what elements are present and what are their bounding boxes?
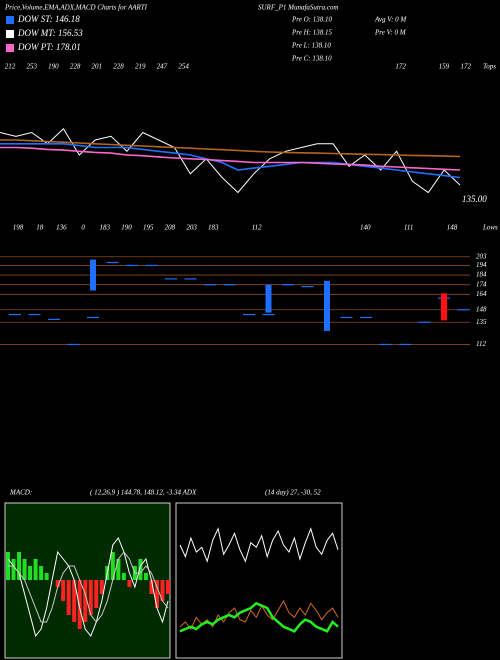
level-label: 174 — [476, 280, 487, 288]
level-label: 203 — [476, 252, 487, 260]
adx-params: (14 day) 27, -30, 52 — [265, 489, 321, 497]
top-label: 172 — [460, 63, 471, 71]
level-label: 148 — [476, 305, 487, 313]
level-label: 194 — [476, 261, 487, 269]
info-label: Pre L: 138.10 — [291, 42, 331, 50]
candle — [90, 259, 96, 291]
top-label: 228 — [113, 63, 124, 71]
info-label: Pre C: 138.10 — [291, 55, 332, 63]
macd-bar — [77, 580, 82, 629]
lows-label: Lows — [482, 224, 498, 232]
top-label: 212 — [5, 63, 16, 71]
price-line — [0, 139, 461, 158]
info-label: Pre O: 138.10 — [291, 16, 332, 24]
macd-bar — [33, 559, 38, 580]
signal-line — [8, 551, 169, 623]
site: SURF_P1 MunafaSutra.com — [258, 4, 339, 12]
macd-bar — [28, 566, 33, 580]
macd-bar — [149, 580, 154, 594]
macd-bar — [83, 580, 88, 622]
macd-label: MACD: — [9, 489, 32, 497]
top-label: 159 — [439, 63, 450, 71]
legend-swatch — [6, 44, 14, 52]
top-label: 201 — [92, 63, 103, 71]
low-label: 111 — [404, 224, 413, 232]
macd-bar — [127, 580, 132, 587]
macd-bar — [94, 580, 99, 608]
low-label: 208 — [165, 224, 176, 232]
low-label: 148 — [447, 224, 458, 232]
top-label: 254 — [178, 63, 189, 71]
legend-label: DOW MT: 156.53 — [17, 28, 83, 38]
macd-bar — [138, 559, 143, 580]
top-label: 172 — [395, 63, 406, 71]
low-label: 203 — [186, 224, 197, 232]
low-label: 136 — [56, 224, 67, 232]
info-label: Pre H: 138.15 — [291, 29, 332, 37]
low-label: 112 — [252, 224, 262, 232]
low-label: 190 — [121, 224, 132, 232]
macd-bar — [61, 580, 66, 601]
macd-bar — [11, 559, 16, 580]
low-label: 140 — [360, 224, 371, 232]
legend-swatch — [6, 30, 14, 38]
low-label: 183 — [100, 224, 111, 232]
macd-bar — [72, 580, 77, 622]
price-line — [0, 143, 461, 179]
candle — [324, 280, 330, 331]
level-label: 164 — [476, 290, 487, 298]
macd-bar — [88, 580, 93, 615]
macd-bar — [166, 580, 170, 594]
macd-bar — [154, 580, 159, 608]
macd-bar — [39, 566, 44, 580]
title: Price,Volume,EMA,ADX,MACD Charts for AAR… — [4, 4, 148, 12]
macd-bar — [116, 559, 121, 580]
top-label: 228 — [70, 63, 81, 71]
top-label: 190 — [48, 63, 59, 71]
level-label: 112 — [476, 340, 486, 348]
legend-label: DOW ST: 146.18 — [17, 14, 80, 24]
level-label: 184 — [476, 271, 487, 279]
macd-bar — [110, 552, 115, 580]
low-label: 18 — [36, 224, 44, 232]
candle — [441, 293, 447, 321]
tops-label: Tops — [483, 63, 496, 71]
macd-bar — [66, 580, 71, 615]
info-label: Pre V: 0 M — [374, 29, 407, 37]
di-minus-line — [179, 599, 339, 630]
macd-line — [7, 537, 169, 638]
legend-swatch — [6, 16, 14, 24]
low-label: 0 — [81, 224, 85, 232]
adx-line — [179, 601, 339, 633]
top-label: 247 — [157, 63, 168, 71]
low-label: 183 — [208, 224, 219, 232]
macd-panel — [4, 502, 171, 659]
legend-label: DOW PT: 178.01 — [17, 42, 81, 52]
macd-bar — [143, 573, 148, 580]
macd-bar — [17, 552, 22, 580]
level-label: 135 — [476, 318, 487, 326]
low-label: 198 — [13, 224, 24, 232]
top-label: 253 — [26, 63, 37, 71]
top-label: 219 — [135, 63, 146, 71]
candle — [265, 284, 272, 313]
last-price: 135.00 — [462, 194, 487, 204]
macd-bar — [44, 573, 49, 580]
macd-params: ( 12,26,9 ) 144.78, 148.12, -3.34 ADX — [90, 489, 197, 497]
info-label: Avg V: 0 M — [374, 16, 407, 24]
macd-bar — [99, 580, 104, 594]
adx-panel — [175, 502, 343, 659]
macd-bar — [121, 573, 126, 580]
macd-bar — [160, 580, 165, 601]
price-line — [0, 146, 461, 171]
macd-bar — [55, 580, 60, 587]
macd-bar — [22, 559, 27, 580]
low-label: 195 — [143, 224, 154, 232]
di-plus-line — [179, 527, 339, 563]
